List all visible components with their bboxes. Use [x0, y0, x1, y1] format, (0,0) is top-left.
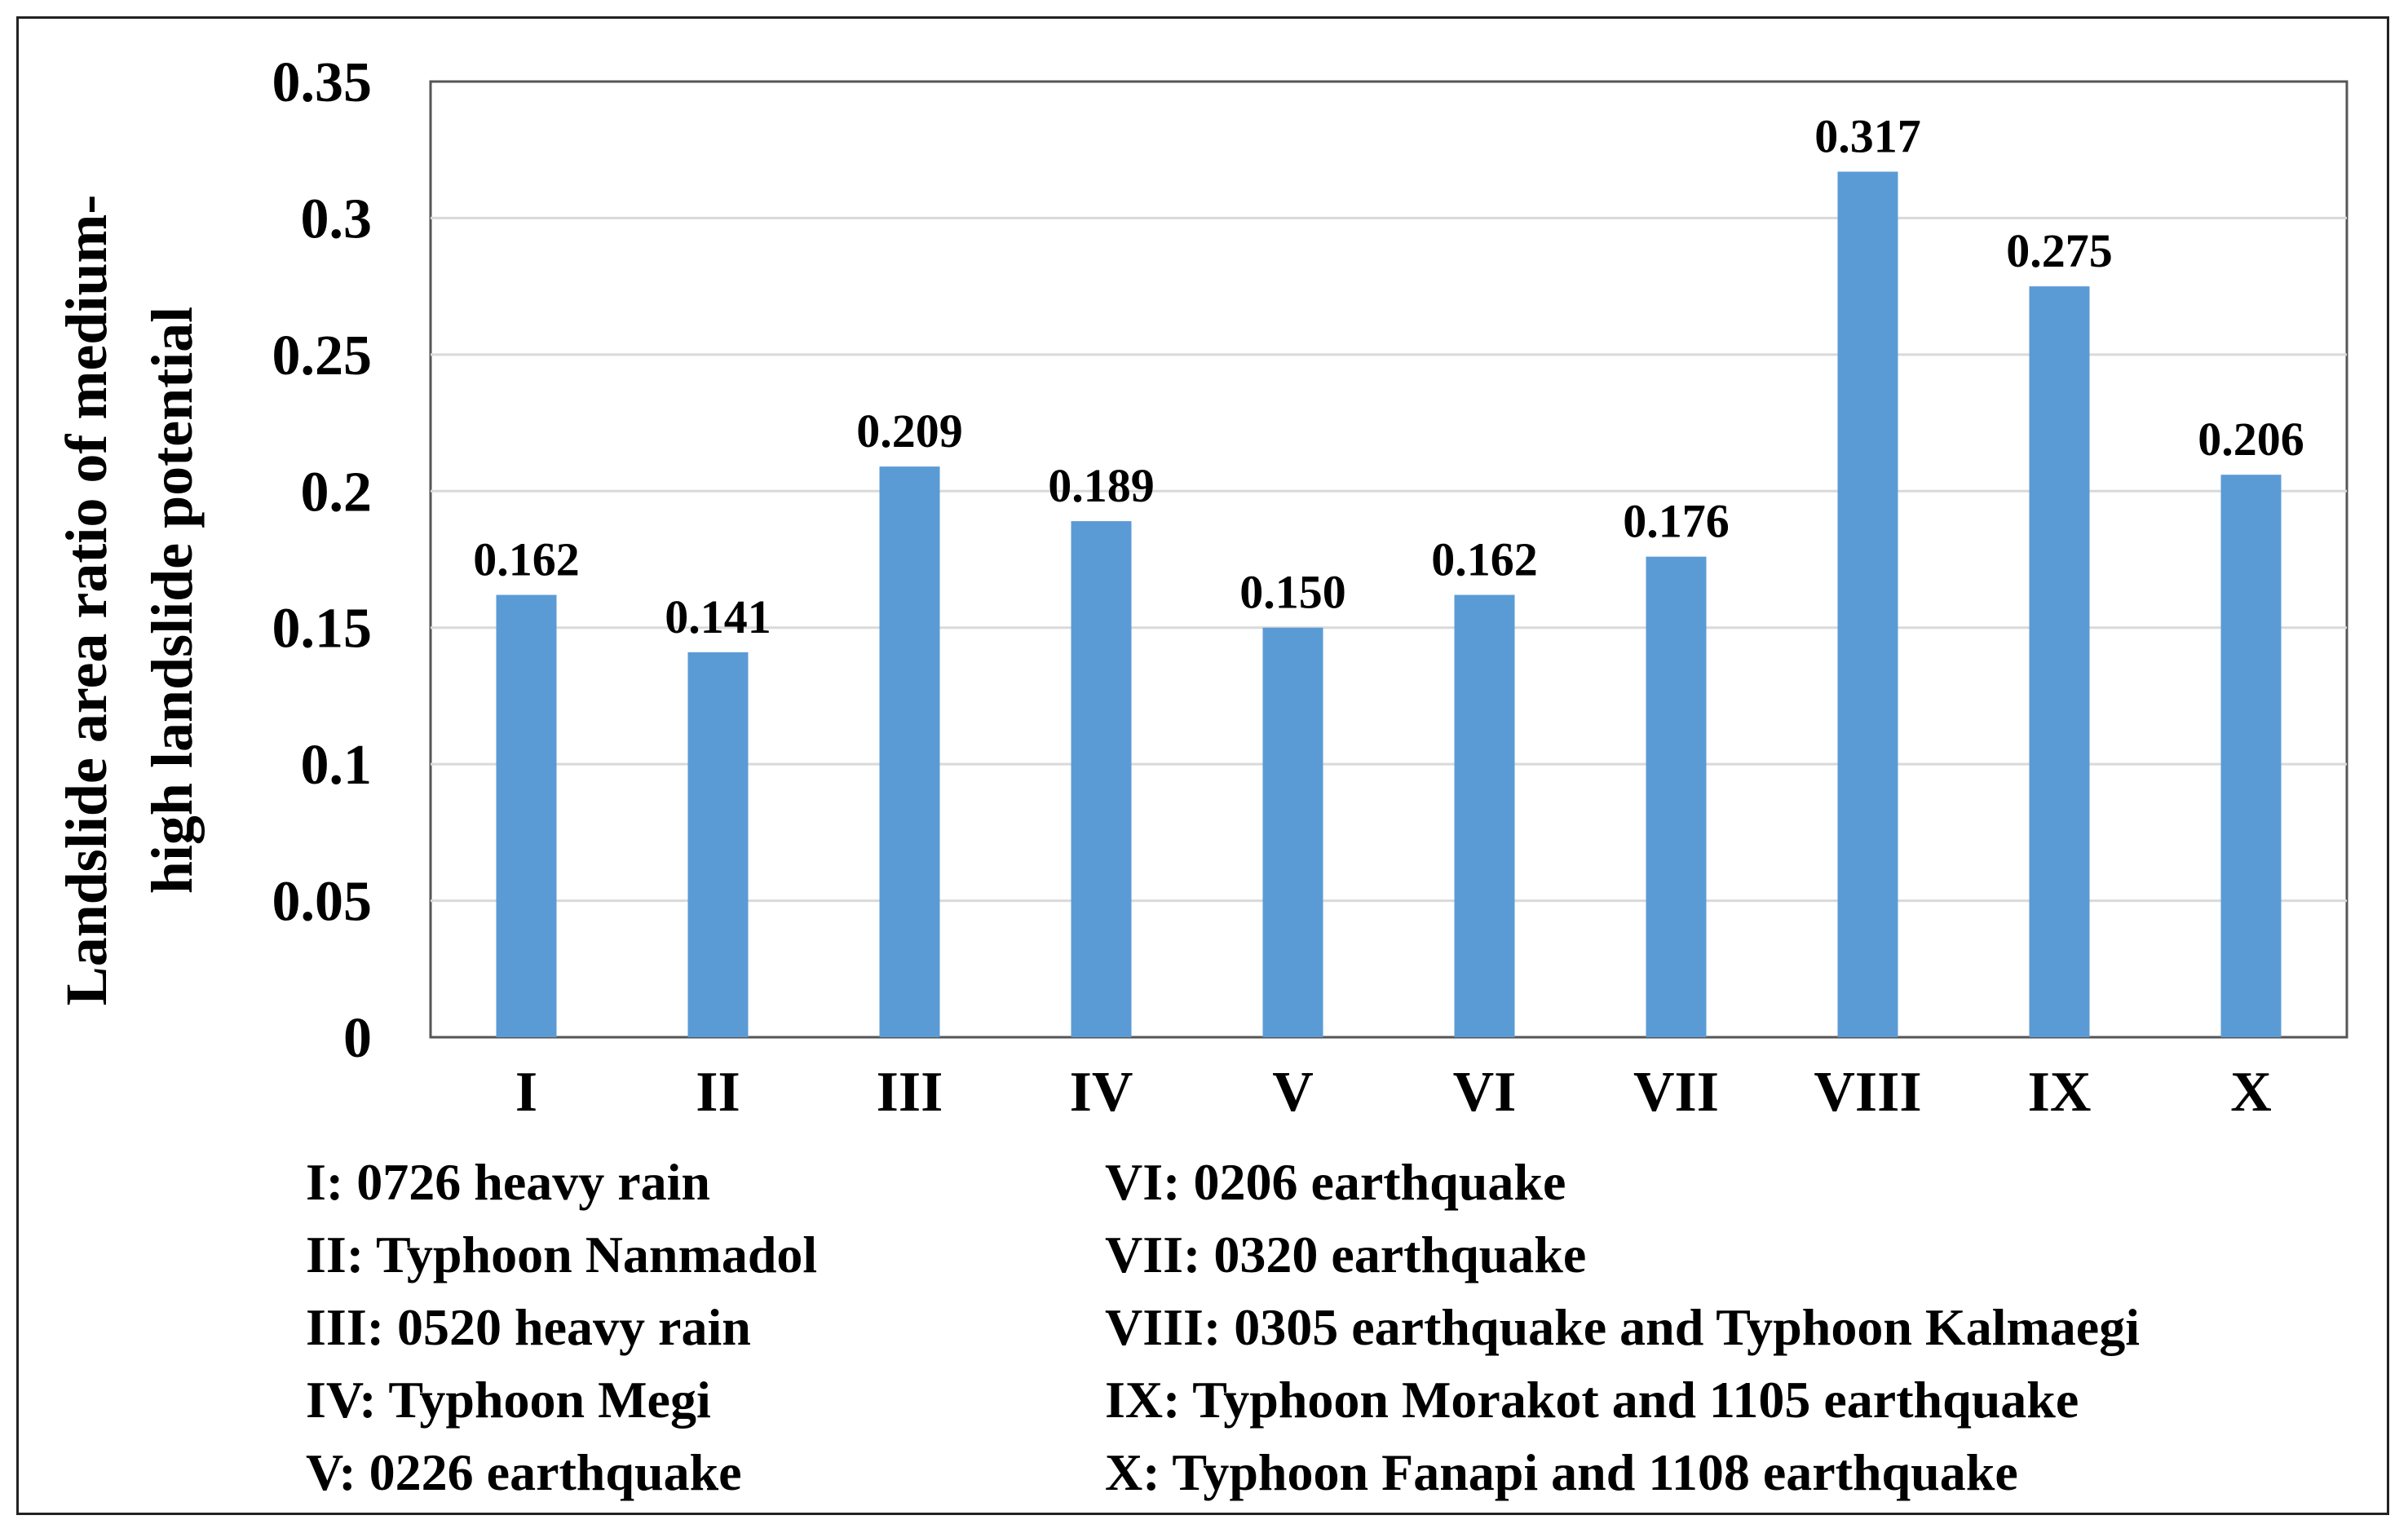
y-tick-labels: 0 0.05 0.1 0.15 0.2 0.25 0.3 0.35 [272, 51, 373, 1070]
y-tick-label: 0.2 [301, 461, 373, 524]
x-tick-label: VI [1453, 1061, 1517, 1124]
x-tick-label: III [877, 1061, 943, 1124]
y-axis-label-line1: Landslide area ratio of medium- [54, 195, 119, 1006]
legend-left: I: 0726 heavy rain II: Typhoon Nanmadol … [306, 1146, 817, 1509]
bar [687, 652, 749, 1037]
legend-item: II: Typhoon Nanmadol [306, 1226, 818, 1283]
y-tick-label: 0 [343, 1007, 372, 1070]
data-label: 0.189 [1048, 459, 1155, 512]
legend-item: VII: 0320 earthquake [1105, 1226, 1587, 1283]
x-tick-label: IV [1070, 1061, 1133, 1124]
data-label: 0.176 [1623, 495, 1730, 548]
data-label: 0.209 [856, 404, 963, 457]
bar [1454, 594, 1515, 1037]
legend-item: IV: Typhoon Megi [306, 1371, 711, 1429]
legend-item: I: 0726 heavy rain [306, 1153, 710, 1211]
data-label: 0.162 [1431, 533, 1538, 586]
legend-item: IX: Typhoon Morakot and 1105 earthquake [1105, 1371, 2079, 1429]
data-label: 0.317 [1814, 110, 1921, 163]
bar [1071, 521, 1132, 1037]
bar [2220, 475, 2282, 1037]
legend-item: III: 0520 heavy rain [306, 1298, 751, 1356]
x-tick-label: II [696, 1061, 740, 1124]
bar [496, 594, 557, 1037]
data-label: 0.206 [2198, 413, 2304, 466]
legend-item: VI: 0206 earthquake [1105, 1153, 1566, 1211]
data-labels: 0.162 0.141 0.209 0.189 0.150 0.162 0.176 0.317… [473, 110, 2304, 643]
x-tick-label: IX [2028, 1061, 2092, 1124]
data-label: 0.162 [473, 533, 580, 586]
data-label: 0.275 [2006, 224, 2113, 277]
x-tick-label: I [515, 1061, 537, 1124]
plot-area [429, 80, 2348, 1039]
bar [1262, 627, 1323, 1037]
bar [2029, 286, 2090, 1038]
x-tick-label: VII [1633, 1061, 1719, 1124]
y-tick-label: 0.15 [272, 598, 373, 660]
legend-right: VI: 0206 earthquake VII: 0320 earthquake… [1105, 1146, 2140, 1509]
y-tick-label: 0.1 [301, 734, 373, 797]
y-tick-label: 0.05 [272, 871, 373, 934]
x-tick-label: X [2230, 1061, 2272, 1124]
legend-item: X: Typhoon Fanapi and 1108 earthquake [1105, 1443, 2018, 1501]
figure-frame [16, 16, 2389, 1515]
y-axis-label-line2: high landslide potential [139, 307, 205, 894]
bar [1646, 556, 1707, 1037]
legend-item: VIII: 0305 earthquake and Typhoon Kalmae… [1105, 1298, 2140, 1356]
bar [1837, 171, 1898, 1038]
legend-item: V: 0226 earthquake [306, 1443, 742, 1501]
data-label: 0.141 [665, 590, 771, 643]
x-tick-label: V [1272, 1061, 1314, 1124]
bars [496, 171, 2282, 1038]
y-tick-label: 0.35 [272, 51, 373, 114]
y-tick-label: 0.25 [272, 325, 373, 387]
data-label: 0.150 [1239, 566, 1346, 619]
x-tick-label: VIII [1814, 1061, 1921, 1124]
bar [879, 466, 940, 1037]
y-tick-label: 0.3 [301, 188, 373, 250]
x-tick-labels: I II III IV V VI VII VIII IX X [515, 1061, 2272, 1124]
gridlines [431, 216, 2347, 1039]
